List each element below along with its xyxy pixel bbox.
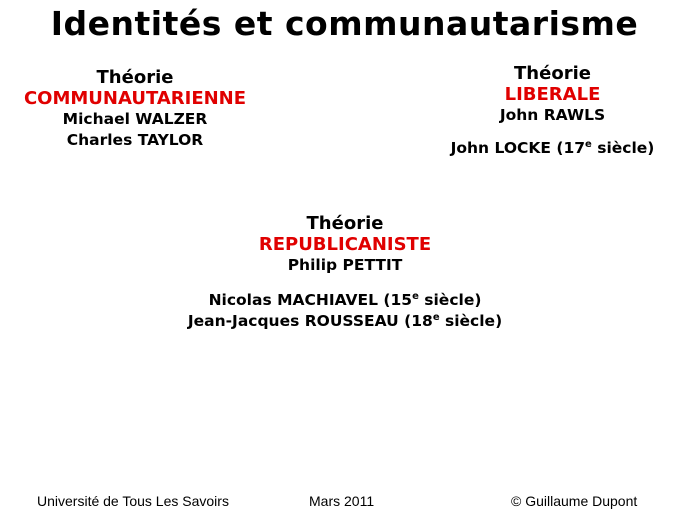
republicaniste-author: Nicolas MACHIAVEL (15e siècle) (208, 291, 482, 309)
communautarienne-author: Michael WALZER (62, 110, 208, 128)
liberale-author: John LOCKE (17e siècle) (450, 139, 655, 157)
republicaniste-author: Jean-Jacques ROUSSEAU (18e siècle) (187, 312, 503, 330)
liberale-block: Théorie LIBERALE John RAWLS John LOCKE (… (420, 63, 685, 159)
communautarienne-block: Théorie COMMUNAUTARIENNE Michael WALZER … (0, 67, 270, 151)
liberale-author: John RAWLS (499, 106, 606, 124)
republicaniste-name: REPUBLICANISTE (258, 234, 432, 255)
footer-right: © Guillaume Dupont (511, 493, 638, 509)
footer-center: Mars 2011 (309, 493, 375, 509)
communautarienne-heading: Théorie (96, 67, 174, 88)
footer-left: Université de Tous Les Savoirs (37, 493, 229, 509)
republicaniste-block: Théorie REPUBLICANISTE Philip PETTIT Nic… (140, 213, 550, 332)
liberale-name: LIBERALE (504, 84, 601, 105)
republicaniste-author: Philip PETTIT (287, 256, 403, 274)
communautarienne-name: COMMUNAUTARIENNE (23, 88, 247, 109)
republicaniste-heading: Théorie (306, 213, 384, 234)
liberale-heading: Théorie (514, 63, 591, 84)
communautarienne-author: Charles TAYLOR (66, 131, 204, 149)
page-title: Identités et communautarisme (50, 4, 639, 43)
